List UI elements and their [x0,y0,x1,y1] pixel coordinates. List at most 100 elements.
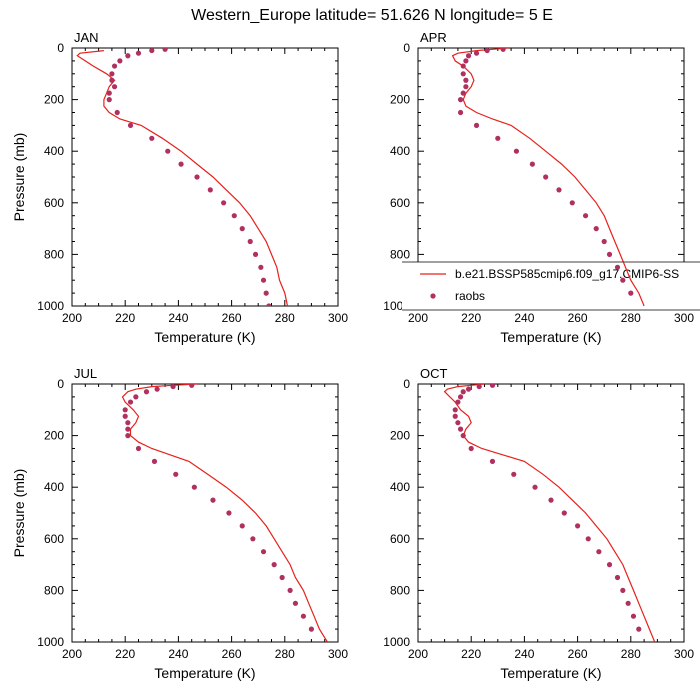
x-tick-label: 200 [62,647,82,661]
legend-obs-label: raobs [455,289,485,303]
x-tick-label: 240 [514,311,534,325]
raobs-point [125,433,131,439]
data-layer [451,48,645,306]
raobs-point [239,523,245,529]
raobs-point [556,187,562,193]
raobs-point [308,626,314,632]
raobs-point [125,420,131,426]
raobs-point [460,71,466,77]
y-axis-label: Pressure (mb) [11,133,27,222]
raobs-point [543,174,549,180]
x-tick-label: 240 [514,647,534,661]
model-profile-line [121,384,328,642]
x-tick-label: 240 [168,647,188,661]
raobs-point [194,174,200,180]
y-tick-label: 1000 [383,635,410,649]
x-axis-label: Temperature (K) [154,665,255,681]
raobs-point [111,63,118,69]
raobs-point [457,426,464,432]
x-tick-label: 200 [408,647,428,661]
raobs-point [606,251,613,257]
y-tick-label: 1000 [37,635,64,649]
raobs-point [260,277,267,283]
raobs-point [117,58,123,64]
y-tick-label: 800 [44,583,64,597]
raobs-point [513,148,520,154]
raobs-point [585,536,591,542]
figure-title: Western_Europe latitude= 51.626 N longit… [191,7,553,24]
raobs-point [122,413,128,419]
raobs-point [593,226,599,232]
plot-frame [71,383,339,643]
y-tick-label: 600 [44,532,64,546]
raobs-point [122,407,128,413]
y-tick-label: 200 [390,93,410,107]
raobs-point [125,426,131,432]
raobs-point [452,407,458,413]
raobs-point [582,213,589,219]
y-tick-label: 400 [44,480,64,494]
raobs-point [625,600,631,606]
x-tick-label: 300 [328,311,348,325]
x-tick-label: 260 [568,647,588,661]
raobs-point [279,574,285,581]
raobs-point [127,399,134,405]
raobs-point [601,238,607,245]
y-tick-label: 800 [44,247,64,261]
x-tick-label: 280 [275,311,295,325]
model-profile-line [451,48,645,306]
x-tick-label: 300 [674,311,694,325]
raobs-point [463,84,469,90]
panel-oct: 200 220 240 260 280 300 0 200 400 600 800 1000 OCT Te… [383,366,694,681]
raobs-point [596,549,602,555]
raobs-point [489,384,496,388]
raobs-point [628,290,634,296]
raobs-point [457,109,464,116]
apr-overlay-data [614,262,645,307]
raobs-point [575,523,581,529]
x-tick-label: 260 [222,647,242,661]
panel-label: JAN [74,30,99,45]
x-tick-label: 220 [115,311,135,325]
y-axis-label: Pressure (mb) [11,469,27,558]
y-tick-label: 600 [390,196,410,210]
raobs-point [620,277,626,283]
raobs-point [476,384,482,390]
raobs-point [300,613,307,619]
raobs-point [114,109,120,116]
y-tick-label: 0 [403,41,410,55]
raobs-point [258,264,264,270]
raobs-point [106,90,112,96]
y-tick-label: 200 [44,93,64,107]
raobs-point [207,187,213,193]
raobs-point [149,48,155,54]
raobs-point [460,433,466,439]
y-tick-label: 0 [403,377,410,391]
x-tick-label: 200 [408,311,428,325]
apr-overlay [614,262,645,307]
panel-jul: 200 220 240 260 280 300 0 200 400 600 800 1000 JUL Te… [11,366,348,681]
y-tick-label: 1000 [37,299,64,313]
x-axis-label: Temperature (K) [500,665,601,681]
raobs-point [630,613,637,619]
raobs-point [452,413,458,419]
y-tick-label: 800 [390,583,410,597]
y-tick-label: 600 [44,196,64,210]
x-axis-label: Temperature (K) [500,329,601,345]
x-tick-label: 240 [168,311,188,325]
raobs-point [109,71,115,77]
raobs-point [463,77,469,83]
raobs-point [263,290,269,296]
raobs-point [210,497,216,503]
y-tick-label: 600 [390,532,410,546]
raobs-point [500,48,506,52]
x-tick-label: 280 [275,647,295,661]
raobs-point [455,399,461,405]
y-tick-label: 0 [57,377,64,391]
raobs-point [473,50,480,56]
data-layer [121,384,328,642]
raobs-point [287,587,293,594]
raobs-point [191,484,197,490]
